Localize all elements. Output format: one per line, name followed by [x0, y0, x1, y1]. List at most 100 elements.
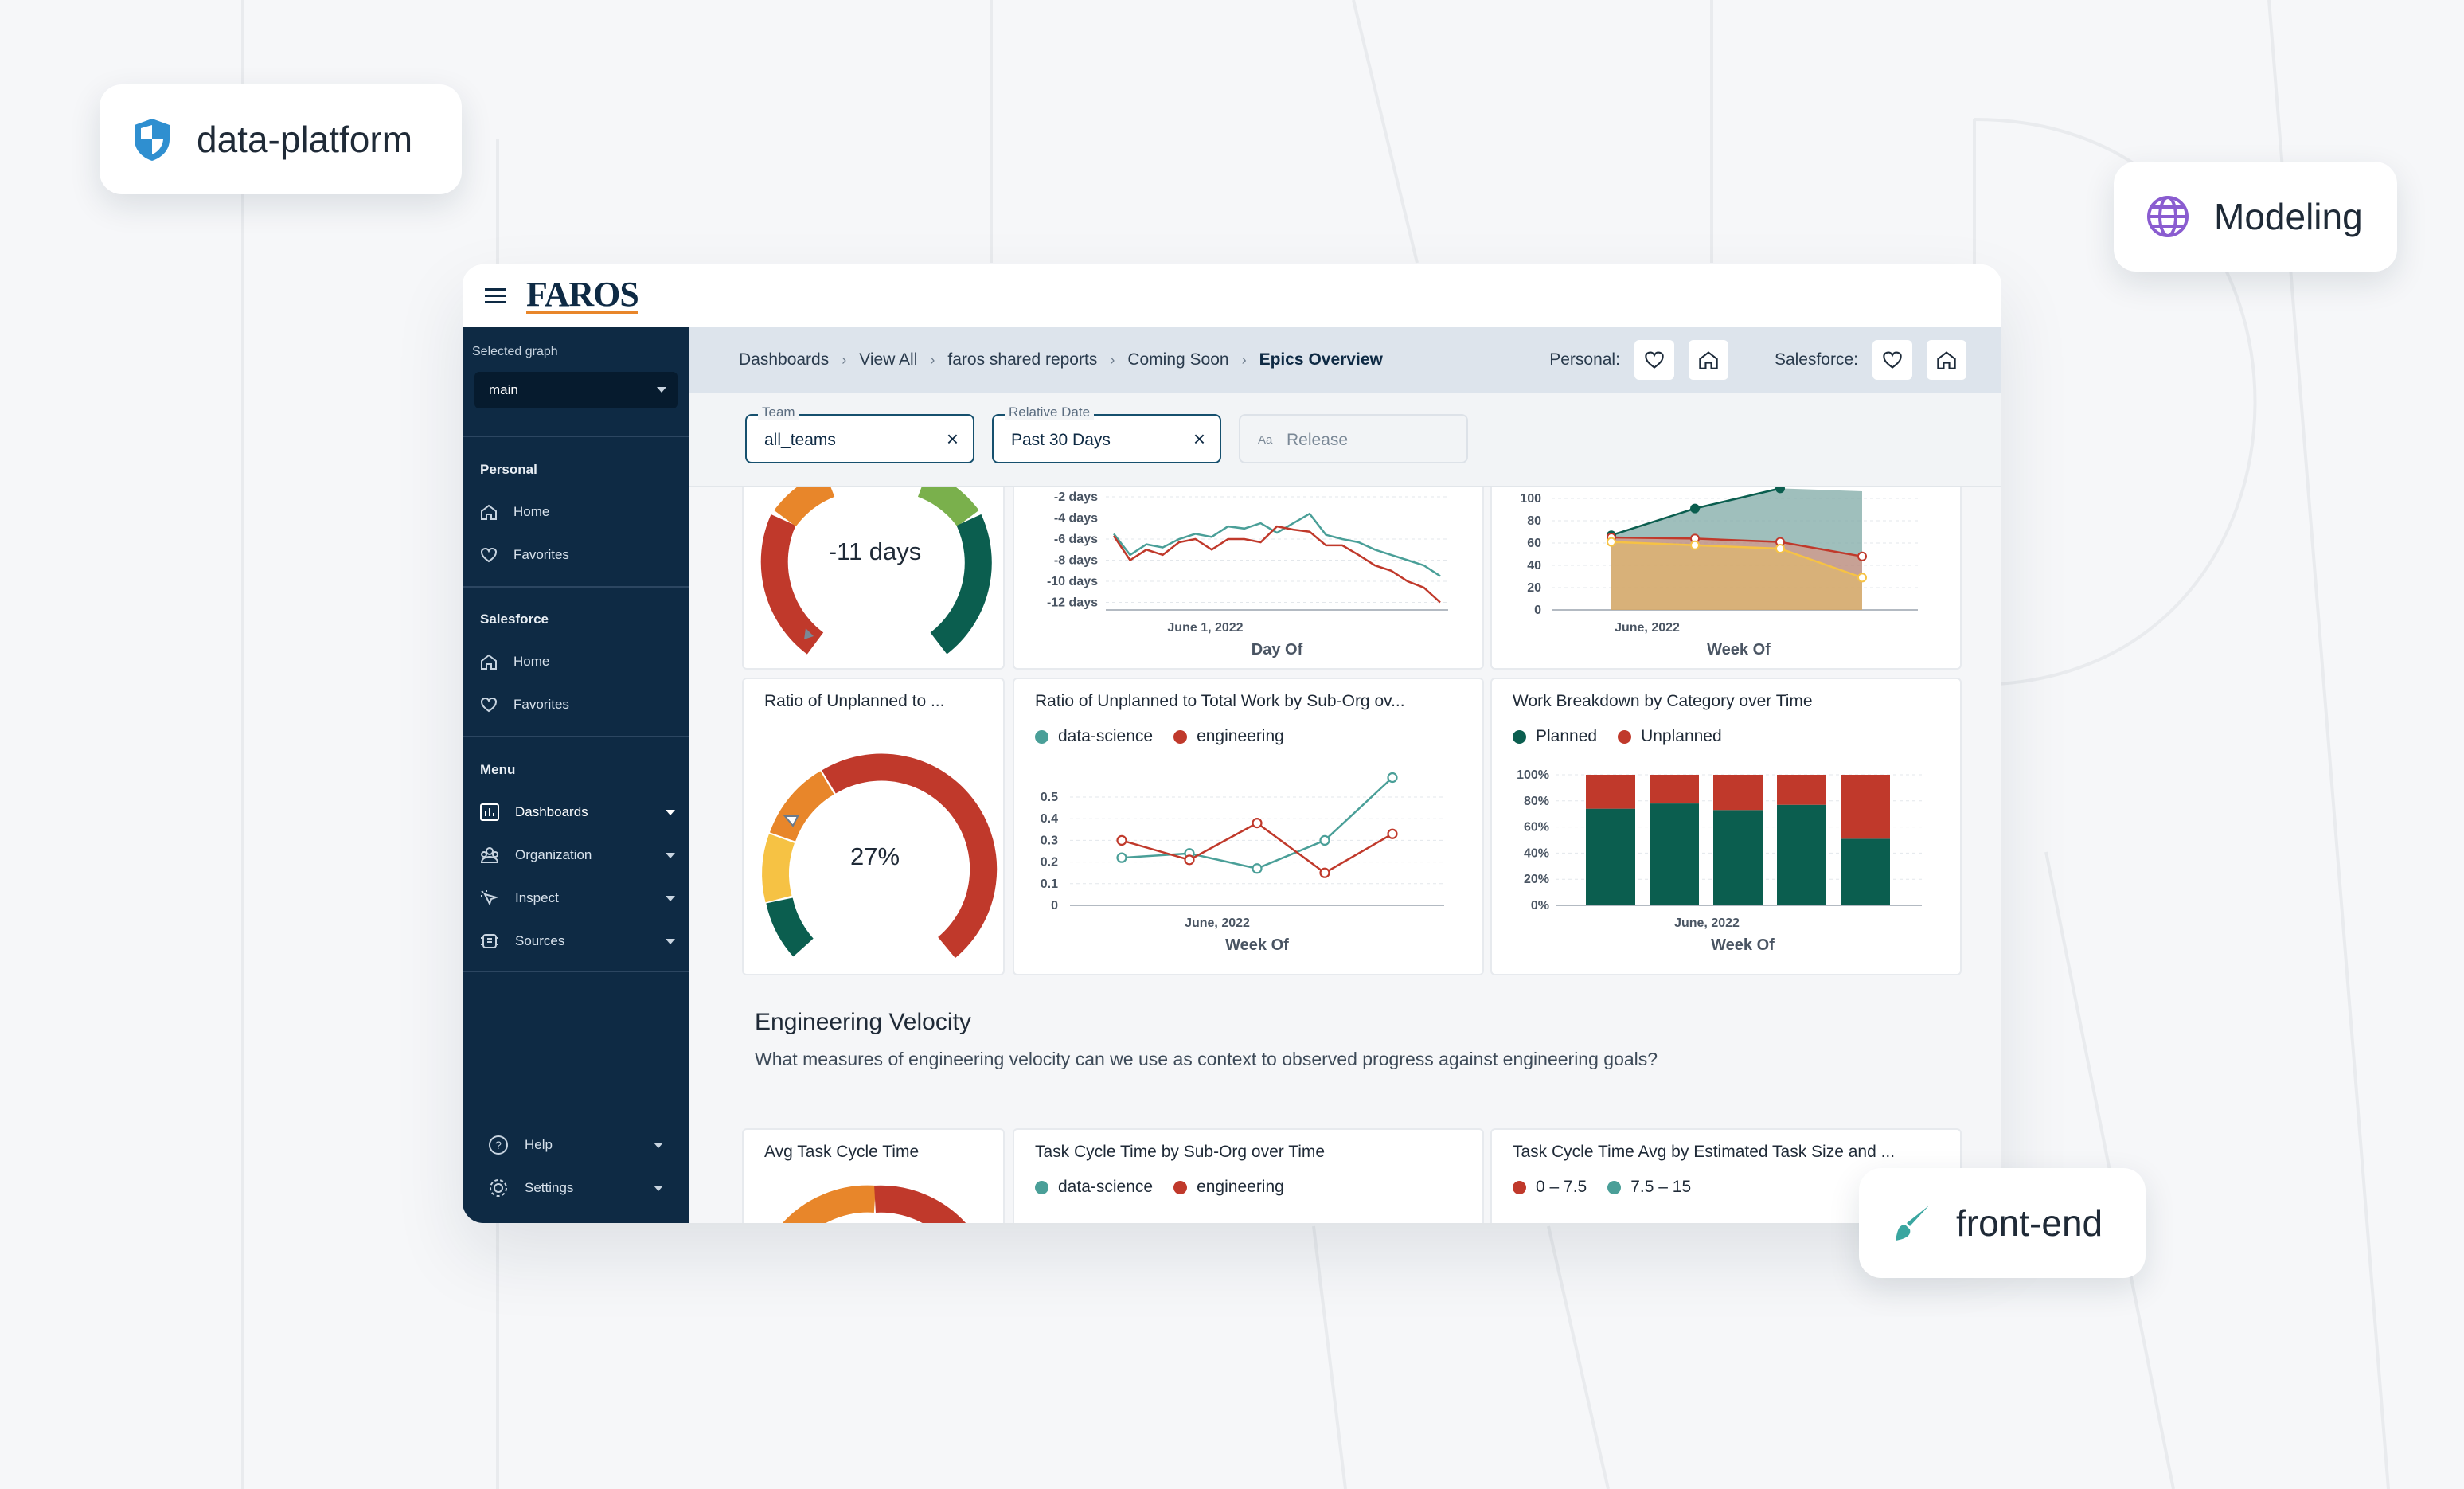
release-filter[interactable]: Aa Release	[1239, 414, 1468, 463]
bar-unplanned	[1586, 775, 1635, 809]
salesforce-favorites-item[interactable]: Favorites	[480, 697, 569, 713]
data-point	[1690, 540, 1700, 550]
data-point	[1387, 828, 1398, 839]
personal-home-label: Home	[513, 504, 550, 519]
graph-select[interactable]: main	[474, 372, 678, 408]
avg-task-cycle-title: Avg Task Cycle Time	[764, 1143, 920, 1161]
modeling-tag: Modeling	[2114, 162, 2397, 272]
gauge-arc-green	[766, 897, 814, 957]
bar-unplanned	[1650, 775, 1699, 804]
breadcrumb-faros-shared-reports[interactable]: faros shared reports	[947, 350, 1098, 369]
task-cycle-suborg-title: Task Cycle Time by Sub-Org over Time	[1035, 1143, 1326, 1161]
menu-item-inspect-label: Inspect	[515, 890, 559, 905]
settings-item[interactable]: Settings	[488, 1178, 663, 1198]
y-tick-label: -8 days	[1054, 554, 1098, 568]
heart-icon	[1883, 351, 1902, 369]
clear-team-icon[interactable]: ×	[946, 427, 959, 451]
area-red	[1611, 537, 1862, 578]
gauge-arc-orange	[774, 487, 835, 527]
y-tick-label: -12 days	[1047, 596, 1098, 610]
dashboard-scroll-area[interactable]: -11 days -2 days -4 days -6 days -8 days -10…	[689, 487, 2001, 1223]
bar-unplanned	[1841, 775, 1890, 839]
data-platform-tag: data-platform	[100, 84, 462, 194]
shield-icon	[131, 117, 173, 162]
data-point	[1319, 834, 1330, 846]
series-line	[1611, 536, 1863, 558]
avg-task-cycle-gauge	[782, 1185, 966, 1223]
y-tick-label: 0.1	[1041, 877, 1058, 891]
task-cycle-legend: data-science engineering	[1035, 1178, 1284, 1197]
front-end-label: front-end	[1956, 1202, 2103, 1244]
personal-favorites-item[interactable]: Favorites	[480, 547, 569, 563]
caret-down-icon	[666, 852, 675, 858]
paintbrush-icon	[1891, 1202, 1932, 1244]
salesforce-favorite-button[interactable]	[1872, 340, 1912, 380]
y-tick-label: 0.3	[1041, 834, 1058, 847]
work-bar-chart: 100% 80% 60% 40% 20% 0% June, 2022 Week Of	[1517, 768, 1922, 954]
ratio-legend: data-science engineering	[1035, 727, 1284, 746]
modeling-label: Modeling	[2214, 196, 2363, 237]
daily-cycle-line-chart: -2 days -4 days -6 days -8 days -10 days -12 …	[1047, 490, 1448, 659]
sidebar: Selected graph main Personal Home Favori…	[463, 327, 689, 1223]
ratio-unplanned-title: Ratio of Unplanned to Total Work by Sub-…	[1035, 692, 1405, 710]
bar-planned	[1777, 804, 1826, 905]
legend-swatch	[1513, 729, 1526, 744]
team-filter[interactable]: Team all_teams ×	[745, 404, 974, 463]
y-tick-label: 40	[1527, 559, 1541, 573]
data-point	[1857, 551, 1867, 561]
menu-item-sources[interactable]: Sources	[480, 932, 675, 950]
salesforce-home-item[interactable]: Home	[480, 654, 549, 670]
data-point	[1116, 834, 1127, 846]
gauge-arc-red	[760, 514, 824, 655]
data-point	[1252, 863, 1263, 874]
personal-heading: Personal	[480, 462, 537, 477]
legend-data-science: data-science	[1058, 727, 1154, 745]
menu-item-organization-label: Organization	[515, 847, 592, 862]
y-tick-label: -2 days	[1054, 490, 1098, 504]
salesforce-home-button[interactable]	[1927, 340, 1966, 380]
personal-home-button[interactable]	[1688, 340, 1728, 380]
legend-size-small: 0 – 7.5	[1536, 1178, 1587, 1196]
gauge-arc-orange	[782, 1185, 877, 1223]
legend-engineering: engineering	[1197, 727, 1284, 745]
personal-home-item[interactable]: Home	[480, 504, 549, 520]
top-bar: FAROS	[463, 264, 2001, 327]
legend-swatch	[1618, 729, 1632, 744]
bar-chart-icon	[480, 803, 499, 821]
gauge-arc-yellow	[762, 834, 795, 903]
personal-favorite-button[interactable]	[1634, 340, 1674, 380]
x-axis-label: Week Of	[1707, 641, 1771, 659]
main-content: Dashboards › View All › faros shared repor…	[689, 327, 2001, 1223]
x-axis-label: Day Of	[1252, 641, 1303, 659]
text-type-icon: Aa	[1258, 433, 1273, 447]
relative-date-value: Past 30 Days	[1011, 431, 1111, 449]
menu-item-dashboards[interactable]: Dashboards	[480, 803, 675, 821]
breadcrumb-view-all[interactable]: View All	[859, 350, 918, 369]
y-tick-label: 0	[1051, 899, 1058, 913]
y-tick-label: -4 days	[1054, 512, 1098, 526]
menu-item-inspect[interactable]: Inspect	[480, 889, 675, 907]
y-tick-label: 80%	[1524, 795, 1549, 808]
breadcrumb-coming-soon[interactable]: Coming Soon	[1127, 350, 1229, 369]
hamburger-menu-icon[interactable]	[485, 288, 506, 303]
task-size-legend: 0 – 7.5 7.5 – 15	[1513, 1178, 1691, 1197]
gauge-pointer	[783, 815, 799, 827]
clear-date-icon[interactable]: ×	[1193, 427, 1205, 451]
legend-data-science: data-science	[1058, 1178, 1154, 1196]
faros-logo[interactable]: FAROS	[526, 275, 639, 314]
work-breakdown-card: Work Breakdown by Category over Time Pla…	[1490, 678, 1962, 975]
legend-size-large: 7.5 – 15	[1630, 1178, 1692, 1196]
breadcrumb-dashboards[interactable]: Dashboards	[739, 350, 830, 369]
menu-item-organization[interactable]: Organization	[480, 846, 675, 864]
help-item[interactable]: ? Help	[488, 1135, 663, 1155]
relative-date-filter[interactable]: Relative Date Past 30 Days ×	[992, 404, 1221, 463]
weekly-area-chart: 100 80 60 40 20 0 June, 2022 Week Of	[1520, 487, 1918, 659]
x-axis-label: Week Of	[1225, 936, 1289, 954]
gauge-arc-orange	[769, 771, 835, 842]
ratio-unplanned-card: Ratio of Unplanned to Total Work by Sub-…	[1013, 678, 1484, 975]
legend-swatch	[1173, 1180, 1188, 1194]
bar-planned	[1650, 803, 1699, 905]
breadcrumb-epics-overview: Epics Overview	[1259, 350, 1383, 369]
personal-favorites-label: Favorites	[513, 547, 569, 562]
data-point	[1184, 854, 1195, 866]
